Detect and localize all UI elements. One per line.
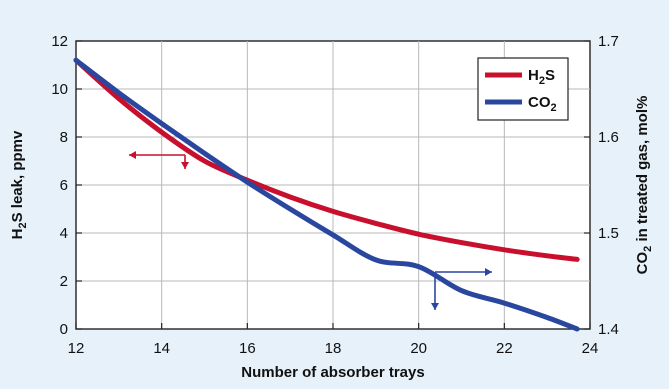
x-tick-label: 16 <box>239 340 256 357</box>
y-right-tick-label: 1.7 <box>598 33 619 50</box>
y-left-tick-label: 6 <box>60 177 68 194</box>
co2-arrow-down-head <box>431 303 439 310</box>
y-right-tick-label: 1.4 <box>598 321 619 338</box>
legend-h2s-sub: 2 <box>539 75 545 87</box>
y-right-tick-label: 1.5 <box>598 225 619 242</box>
x-tick-label: 18 <box>325 340 342 357</box>
legend-co2-sub: 2 <box>551 102 557 114</box>
y-left-title-main: H <box>9 229 26 240</box>
series-line-h2s <box>73 57 580 262</box>
y-right-tick-label: 1.6 <box>598 129 619 146</box>
y-axis-right-title: CO2 in treated gas, mol% <box>634 96 654 275</box>
y-left-title-rest: S leak, ppmv <box>9 130 26 222</box>
x-tick-label: 14 <box>153 340 170 357</box>
legend-box <box>477 57 569 121</box>
legend-label-h2s: H2S <box>528 67 555 87</box>
legend: H2S CO2 <box>477 57 569 121</box>
y-left-tick-label: 8 <box>60 129 68 146</box>
y-left-tick-label: 4 <box>60 225 68 242</box>
y-left-tick-label: 12 <box>51 33 68 50</box>
grid <box>76 41 590 329</box>
legend-label-co2: CO2 <box>528 94 557 114</box>
h2s-arrow-left-head <box>129 151 136 159</box>
legend-h2s-main: H <box>528 67 539 84</box>
y-left-title-sub: 2 <box>17 222 29 228</box>
co2-arrow-right-head <box>485 268 492 276</box>
y-right-title-sub: 2 <box>642 246 654 252</box>
y-left-tick-label: 0 <box>60 321 68 338</box>
x-tick-label: 22 <box>496 340 513 357</box>
y-right-title-main: CO <box>634 252 651 275</box>
y-left-tick-label: 2 <box>60 273 68 290</box>
legend-co2-main: CO <box>528 94 551 111</box>
series-line-co2 <box>73 57 580 332</box>
h2s-arrow-down-head <box>181 162 189 169</box>
axis-indicator-arrows <box>129 151 492 310</box>
y-left-tick-label: 10 <box>51 81 68 98</box>
y-right-title-rest: in treated gas, mol% <box>634 96 651 246</box>
series-layer <box>73 57 580 332</box>
x-axis-title: Number of absorber trays <box>241 364 424 381</box>
y-axis-left-title: H2S leak, ppmv <box>9 130 29 239</box>
x-tick-label: 12 <box>68 340 85 357</box>
x-tick-label: 24 <box>582 340 599 357</box>
legend-h2s-rest: S <box>545 67 555 84</box>
x-tick-label: 20 <box>410 340 427 357</box>
